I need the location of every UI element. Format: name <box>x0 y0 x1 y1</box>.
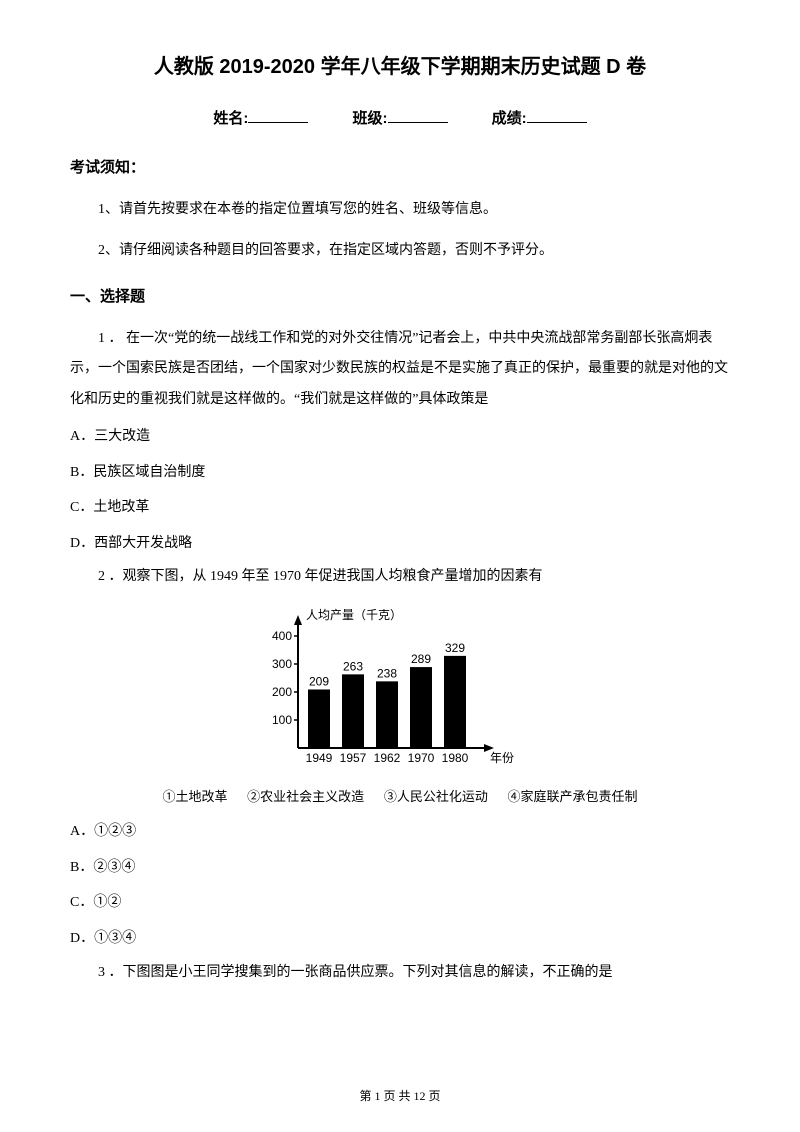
section-1-title: 一、选择题 <box>70 285 730 306</box>
chart-container: 人均产量（千克） 年份 100 200 300 400 209 1949 263 1957 238 1… <box>70 603 730 778</box>
name-blank <box>248 122 308 123</box>
q2-option-d: D．①③④ <box>70 922 730 956</box>
q1-option-d: D．西部大开发战略 <box>70 527 730 561</box>
svg-text:1962: 1962 <box>374 751 401 765</box>
svg-text:年份: 年份 <box>490 751 514 765</box>
svg-text:400: 400 <box>272 629 292 643</box>
svg-text:238: 238 <box>377 667 397 681</box>
page-footer: 第 1 页 共 12 页 <box>0 1087 800 1104</box>
legend-3: ③人民公社化运动 <box>384 789 488 804</box>
chart-svg: 人均产量（千克） 年份 100 200 300 400 209 1949 263 1957 238 1… <box>250 603 550 773</box>
score-label: 成绩: <box>492 110 527 127</box>
class-blank <box>388 122 448 123</box>
svg-text:263: 263 <box>343 660 363 674</box>
notice-heading: 考试须知： <box>70 156 730 177</box>
svg-text:100: 100 <box>272 713 292 727</box>
bar-chart: 人均产量（千克） 年份 100 200 300 400 209 1949 263 1957 238 1… <box>250 603 550 778</box>
svg-text:289: 289 <box>411 652 431 666</box>
q1-option-c: C．土地改革 <box>70 491 730 525</box>
class-label: 班级: <box>353 110 388 127</box>
q1-option-a: A．三大改造 <box>70 420 730 454</box>
score-blank <box>527 122 587 123</box>
svg-text:300: 300 <box>272 657 292 671</box>
q1-option-b: B．民族区域自治制度 <box>70 456 730 490</box>
chart-legend: ①土地改革 ②农业社会主义改造 ③人民公社化运动 ④家庭联产承包责任制 <box>70 786 730 805</box>
svg-text:1970: 1970 <box>408 751 435 765</box>
notice-item-2: 2、请仔细阅读各种题目的回答要求，在指定区域内答题，否则不予评分。 <box>70 236 730 267</box>
legend-4: ④家庭联产承包责任制 <box>507 789 637 804</box>
page-title: 人教版 2019-2020 学年八年级下学期期末历史试题 D 卷 <box>70 50 730 79</box>
legend-2: ②农业社会主义改造 <box>247 789 364 804</box>
student-info-line: 姓名: 班级: 成绩: <box>70 107 730 128</box>
svg-text:329: 329 <box>445 641 465 655</box>
svg-text:200: 200 <box>272 685 292 699</box>
svg-text:人均产量（千克）: 人均产量（千克） <box>306 608 402 622</box>
q2-option-a: A．①②③ <box>70 815 730 849</box>
svg-text:1957: 1957 <box>340 751 367 765</box>
question-2-text: 2 ．观察下图，从 1949 年至 1970 年促进我国人均粮食产量增加的因素有 <box>70 562 730 593</box>
notice-item-1: 1、请首先按要求在本卷的指定位置填写您的姓名、班级等信息。 <box>70 195 730 226</box>
question-1-text: 1 ． 在一次“党的统一战线工作和党的对外交往情况”记者会上，中共中央流战部常务… <box>70 324 730 416</box>
q2-option-b: B．②③④ <box>70 851 730 885</box>
svg-text:209: 209 <box>309 675 329 689</box>
svg-text:1980: 1980 <box>442 751 469 765</box>
q2-option-c: C．①② <box>70 886 730 920</box>
svg-text:1949: 1949 <box>306 751 333 765</box>
question-3-text: 3 ．下图图是小王同学搜集到的一张商品供应票。下列对其信息的解读，不正确的是 <box>70 958 730 989</box>
legend-1: ①土地改革 <box>163 789 228 804</box>
name-label: 姓名: <box>213 110 248 127</box>
